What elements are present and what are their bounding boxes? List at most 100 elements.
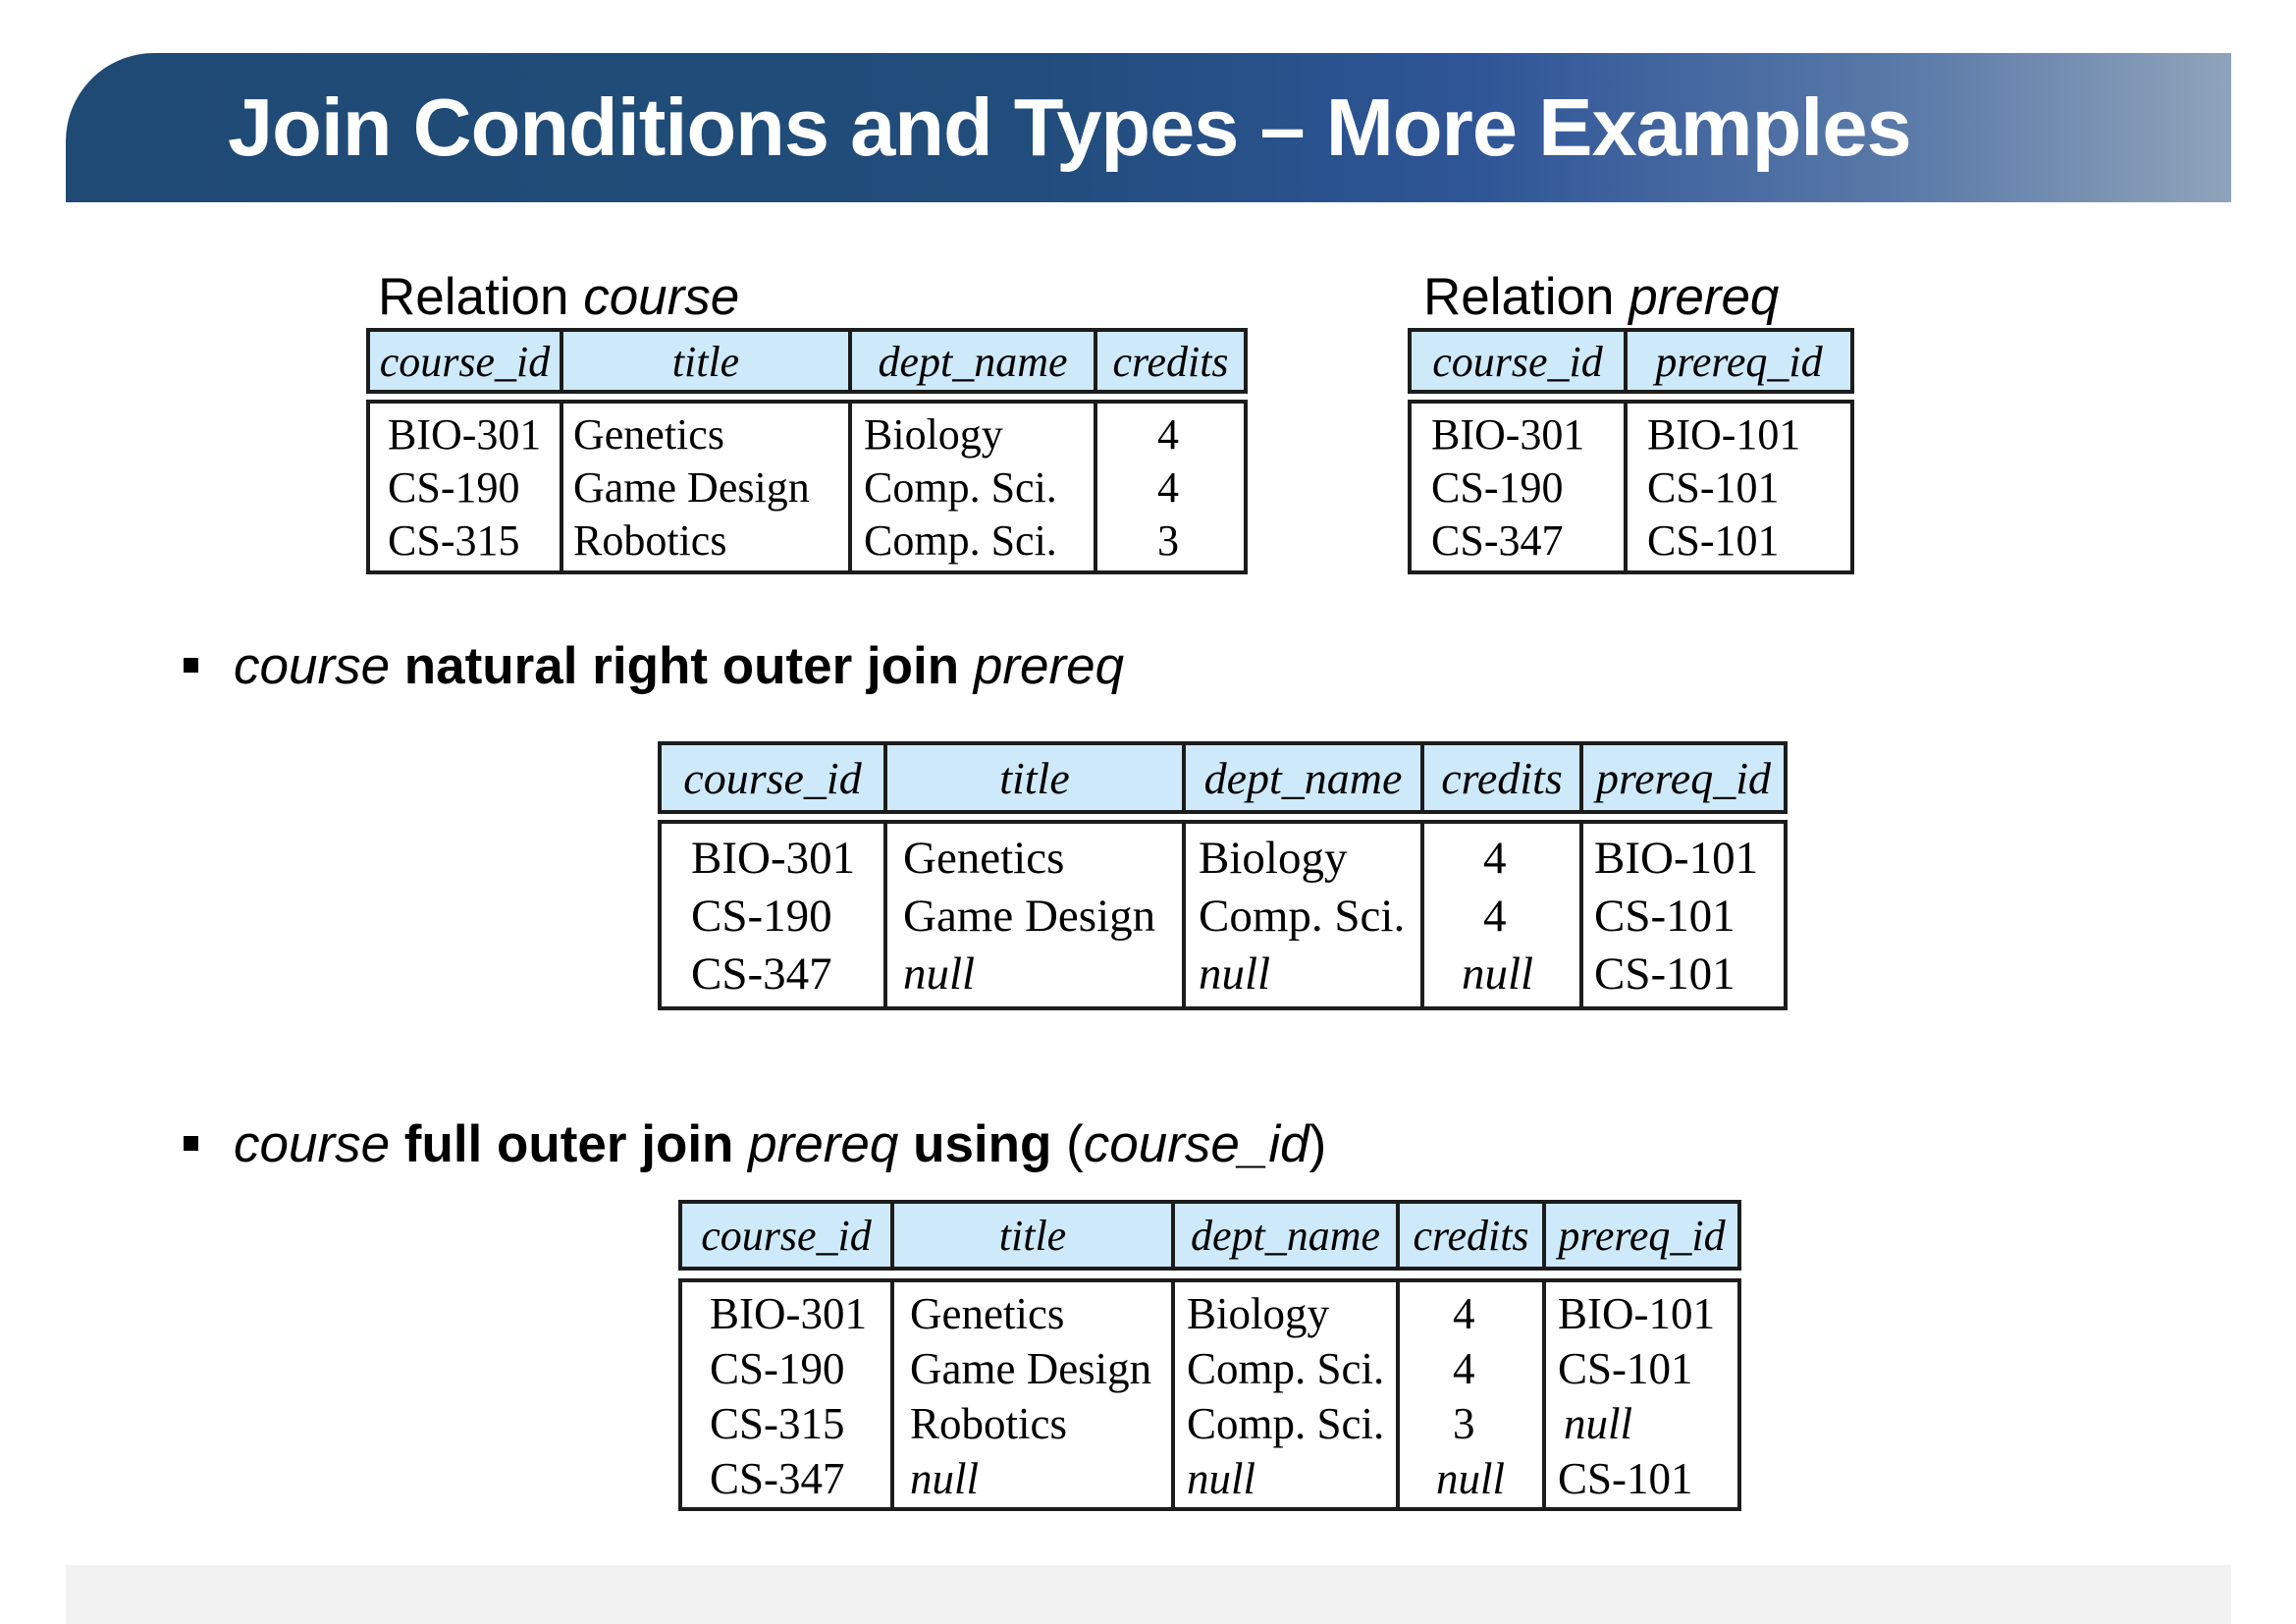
paren-close: ) (1308, 1115, 1327, 1173)
column-divider (848, 404, 852, 570)
column-divider (1542, 1282, 1546, 1507)
table-cell: CS-190 (710, 1344, 845, 1393)
table-cell: CS-347 (691, 948, 832, 1000)
table-cell: Game Design (573, 463, 810, 512)
table-cell: CS-101 (1558, 1454, 1693, 1503)
table-cell: CS-347 (710, 1454, 845, 1503)
column-divider (1542, 1204, 1546, 1267)
table-cell: Biology (1187, 1289, 1330, 1338)
table-cell: CS-101 (1558, 1344, 1693, 1393)
full-outer-join-table: course_id title dept_name credits prereq… (678, 1200, 1741, 1511)
caption-prefix: Relation (378, 268, 584, 326)
table-cell: Biology (864, 410, 1003, 459)
table-cell: Game Design (910, 1344, 1152, 1393)
header-cell: credits (1441, 753, 1563, 803)
relation-name: prereq (748, 1115, 899, 1173)
bullet-icon (184, 658, 198, 673)
table-header: course_id title dept_name credits prereq… (678, 1200, 1741, 1271)
join-keyword: natural right outer join (390, 637, 974, 695)
course-table: course_id title dept_name credits BIO-30… (366, 328, 1248, 574)
header-cell: prereq_id (1655, 338, 1823, 386)
table-cell: Game Design (903, 891, 1156, 942)
header-cell: course_id (701, 1212, 872, 1260)
table-body: BIO-301 Genetics Biology 4 BIO-101 CS-19… (678, 1278, 1741, 1511)
column-divider (1171, 1204, 1175, 1267)
caption-relation-name: prereq (1629, 268, 1780, 326)
caption-relation-name: course (583, 268, 740, 326)
using-keyword: using (898, 1115, 1052, 1173)
header-cell: title (999, 753, 1070, 803)
column-divider (560, 332, 563, 390)
table-cell: CS-101 (1647, 463, 1780, 512)
header-cell: dept_name (1203, 753, 1403, 803)
join-attribute: course_id (1083, 1115, 1309, 1173)
table-cell: Comp. Sci. (864, 463, 1057, 512)
null-cell: null (1187, 1454, 1256, 1503)
table-cell: CS-347 (1431, 516, 1564, 565)
relation-name: course (234, 1115, 391, 1173)
relation-name: course (234, 637, 391, 695)
caption-prefix: Relation (1423, 268, 1629, 326)
column-divider (560, 404, 563, 570)
table-cell: Comp. Sci. (1187, 1344, 1385, 1393)
table-header: course_id prereq_id (1408, 328, 1854, 394)
column-divider (1420, 824, 1424, 1006)
table-cell: CS-101 (1594, 891, 1735, 942)
slide-title: Join Conditions and Types – More Example… (228, 81, 1912, 173)
table-cell: 4 (1483, 891, 1507, 942)
table-cell: 3 (1157, 516, 1179, 565)
column-divider (1396, 1282, 1400, 1507)
column-divider (883, 745, 887, 810)
column-divider (890, 1204, 894, 1267)
column-divider (1094, 404, 1097, 570)
table-cell: Biology (1199, 833, 1348, 884)
null-cell: null (1199, 948, 1271, 1000)
table-cell: Comp. Sci. (1199, 891, 1406, 942)
table-cell: CS-190 (1431, 463, 1564, 512)
example1-caption: course natural right outer join prereq (234, 640, 1124, 692)
header-cell: prereq_id (1558, 1212, 1726, 1260)
table-cell: Genetics (903, 833, 1065, 884)
header-cell: dept_name (1190, 1212, 1381, 1260)
table-cell: Genetics (573, 410, 724, 459)
column-divider (1420, 745, 1424, 810)
table-cell: Comp. Sci. (1187, 1399, 1385, 1448)
table-cell: BIO-301 (710, 1289, 867, 1338)
table-cell: CS-315 (710, 1399, 845, 1448)
table-cell: CS-315 (388, 516, 520, 565)
table-cell: CS-190 (691, 891, 832, 942)
natural-right-outer-join-table: course_id title dept_name credits prereq… (658, 741, 1788, 1010)
table-header: course_id title dept_name credits (366, 328, 1248, 394)
table-cell: CS-101 (1594, 948, 1735, 1000)
header-cell: course_id (683, 753, 862, 803)
title-banner (66, 53, 2231, 202)
table-cell: BIO-301 (388, 410, 542, 459)
table-body: BIO-301 BIO-101 CS-190 CS-101 CS-347 CS-… (1408, 400, 1854, 574)
table-cell: BIO-101 (1558, 1289, 1715, 1338)
table-body: BIO-301 Genetics Biology 4 CS-190 Game D… (366, 400, 1248, 574)
table-cell: 4 (1453, 1344, 1475, 1393)
column-divider (1094, 332, 1097, 390)
column-divider (883, 824, 887, 1006)
header-cell: title (671, 338, 740, 386)
column-divider (848, 332, 852, 390)
header-cell: course_id (379, 338, 551, 386)
header-cell: credits (1112, 338, 1229, 386)
null-cell: null (903, 948, 976, 1000)
column-divider (890, 1282, 894, 1507)
column-divider (1624, 404, 1628, 570)
table-cell: 4 (1157, 463, 1179, 512)
table-cell: Robotics (573, 516, 727, 565)
table-cell: CS-190 (388, 463, 520, 512)
table-cell: 4 (1483, 833, 1507, 884)
header-cell: title (998, 1212, 1067, 1260)
table-cell: BIO-101 (1594, 833, 1759, 884)
bullet-icon (184, 1136, 198, 1151)
table-cell: BIO-101 (1647, 410, 1801, 459)
table-cell: Genetics (910, 1289, 1065, 1338)
table-cell: Robotics (910, 1399, 1068, 1448)
null-cell: null (1462, 948, 1534, 1000)
null-cell: null (1436, 1454, 1506, 1503)
column-divider (1579, 824, 1583, 1006)
column-divider (1182, 745, 1186, 810)
